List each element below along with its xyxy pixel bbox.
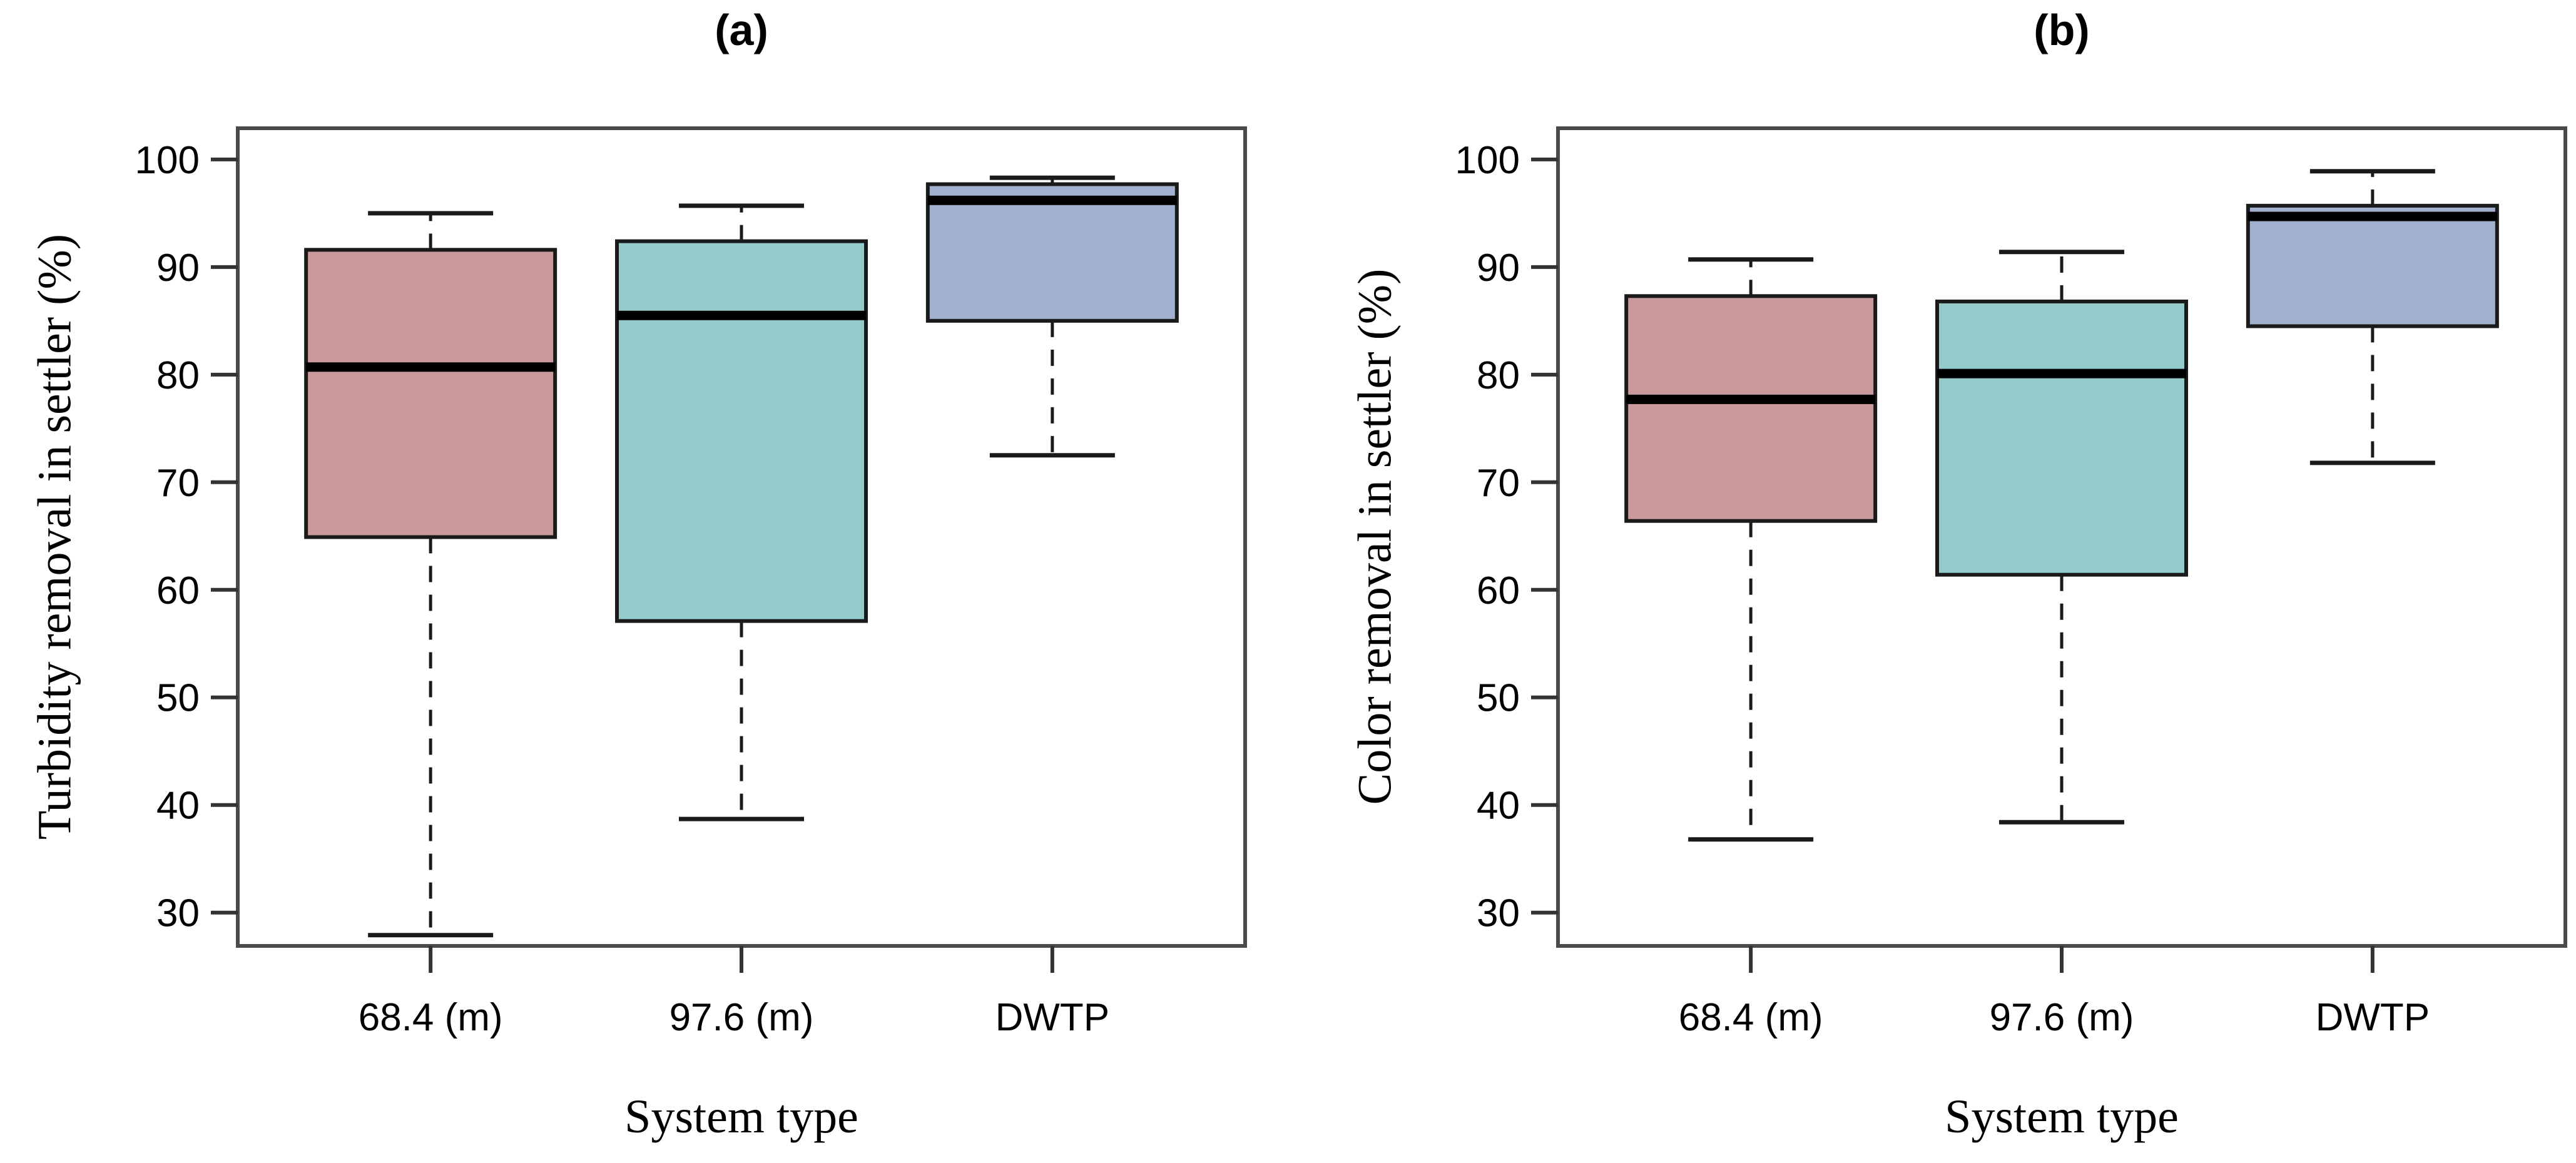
panel-a-y-axis-title: Turbidity removal in settler (%) — [28, 233, 81, 840]
panel-a-x-axis-title: System type — [624, 1090, 858, 1143]
x-category-label: DWTP — [995, 996, 1110, 1039]
iqr-box — [615, 239, 868, 623]
box-68-4-m — [1624, 257, 1878, 842]
iqr-box — [1935, 299, 2188, 577]
box-68-4-m — [304, 211, 557, 938]
x-category-label: 97.6 (m) — [669, 996, 814, 1039]
y-tick-label: 100 — [135, 139, 200, 182]
y-tick-label: 40 — [156, 785, 200, 828]
panel-a-boxplot: 30 40 50 60 70 80 90 100 68.4 (m) 97.6 (m) DWTP — [135, 126, 1247, 1039]
y-tick-label: 80 — [1477, 354, 1520, 397]
panel-a-title: (a) — [715, 6, 768, 54]
box-dwtp — [925, 175, 1179, 458]
y-tick-label: 40 — [1477, 785, 1520, 828]
y-tick-label: 50 — [1477, 677, 1520, 720]
y-tick-label: 90 — [156, 246, 200, 290]
y-tick-label: 70 — [1477, 462, 1520, 505]
panel-b-title: (b) — [2034, 6, 2090, 54]
y-tick-label: 30 — [1477, 892, 1520, 935]
y-tick-label: 80 — [156, 354, 200, 397]
iqr-box — [304, 248, 557, 539]
x-category-label: 68.4 (m) — [359, 996, 503, 1039]
y-tick-label: 70 — [156, 462, 200, 505]
box-97-6-m — [615, 203, 868, 821]
panel-b-boxplot: 30 40 50 60 70 80 90 100 68.4 (m) 97.6 (m) DWTP — [1455, 126, 2567, 1039]
iqr-box — [925, 182, 1179, 323]
y-tick-label: 50 — [156, 677, 200, 720]
y-tick-label: 30 — [156, 892, 200, 935]
y-tick-label: 60 — [1477, 569, 1520, 612]
y-tick-label: 60 — [156, 569, 200, 612]
x-category-label: 97.6 (m) — [1990, 996, 2134, 1039]
box-97-6-m — [1935, 250, 2188, 825]
panel-b-x-axis-title: System type — [1945, 1090, 2179, 1143]
x-category-label: 68.4 (m) — [1679, 996, 1823, 1039]
iqr-box — [2246, 203, 2499, 328]
box-dwtp — [2246, 169, 2499, 465]
y-tick-label: 90 — [1477, 246, 1520, 290]
iqr-box — [1624, 294, 1878, 523]
y-tick-label: 100 — [1455, 139, 1520, 182]
panel-b-y-axis-title: Color removal in settler (%) — [1348, 268, 1402, 805]
x-category-label: DWTP — [2316, 996, 2430, 1039]
